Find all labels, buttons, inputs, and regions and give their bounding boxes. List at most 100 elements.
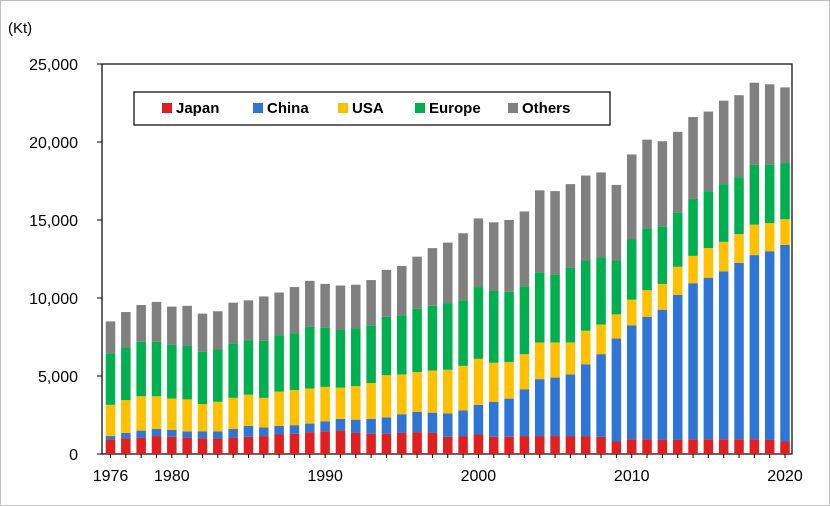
bar-japan-2013 xyxy=(672,439,683,454)
bar-china-2001 xyxy=(489,401,499,437)
bar-china-2018 xyxy=(749,255,760,440)
bar-europe-2012 xyxy=(657,226,668,284)
bar-japan-2007 xyxy=(580,436,591,454)
bar-japan-1981 xyxy=(182,437,192,454)
bar-usa-2005 xyxy=(550,342,560,378)
bar-japan-1990 xyxy=(320,431,330,454)
bar-china-2011 xyxy=(642,316,652,440)
bar-others-2015 xyxy=(703,111,714,192)
bar-china-1993 xyxy=(366,418,376,434)
bar-china-1988 xyxy=(289,425,300,434)
bar-japan-1997 xyxy=(427,432,438,454)
bar-europe-1990 xyxy=(320,327,330,387)
bar-others-2002 xyxy=(504,220,514,292)
bar-usa-2016 xyxy=(718,241,729,272)
bar-china-1980 xyxy=(167,429,177,437)
bar-usa-1988 xyxy=(289,390,300,426)
bar-europe-2010 xyxy=(626,239,637,300)
bar-others-1993 xyxy=(366,280,376,326)
bar-japan-1989 xyxy=(305,432,315,454)
bar-japan-2018 xyxy=(749,439,760,454)
bar-china-2010 xyxy=(626,325,637,440)
bar-others-1996 xyxy=(412,256,422,309)
bar-europe-1977 xyxy=(121,347,131,401)
bar-others-1995 xyxy=(397,266,407,316)
bar-usa-1976 xyxy=(105,404,116,437)
bar-usa-1977 xyxy=(121,400,131,433)
bar-europe-1989 xyxy=(305,326,315,389)
bar-others-1988 xyxy=(289,287,300,334)
bar-usa-1995 xyxy=(397,374,407,415)
bar-usa-1984 xyxy=(228,397,238,430)
bar-usa-2017 xyxy=(734,234,744,263)
bar-china-1984 xyxy=(228,429,238,438)
bar-usa-1982 xyxy=(197,404,208,432)
bar-china-1981 xyxy=(182,431,192,438)
bar-china-2020 xyxy=(780,244,790,442)
bar-europe-2006 xyxy=(565,267,576,343)
bar-japan-1984 xyxy=(228,437,238,454)
bar-japan-2015 xyxy=(703,439,714,454)
bar-japan-1977 xyxy=(121,438,131,454)
legend-swatch-china xyxy=(253,103,263,113)
bar-usa-2015 xyxy=(703,248,714,278)
bar-others-2011 xyxy=(642,139,652,229)
bar-japan-1996 xyxy=(412,432,422,454)
bar-usa-2004 xyxy=(534,342,545,380)
bar-usa-2013 xyxy=(672,266,683,295)
bar-usa-2008 xyxy=(596,324,606,355)
bar-others-2009 xyxy=(611,184,622,261)
legend-swatch-europe xyxy=(415,103,425,113)
bar-europe-1994 xyxy=(381,316,392,376)
y-tick-label: 20,000 xyxy=(29,135,78,152)
legend-label-others: Others xyxy=(522,100,570,117)
bar-others-2019 xyxy=(764,84,775,165)
bar-others-1989 xyxy=(305,280,315,327)
bar-usa-1989 xyxy=(305,388,315,424)
bar-others-2012 xyxy=(657,141,668,227)
legend-swatch-others xyxy=(508,103,518,113)
bar-china-2013 xyxy=(672,294,683,440)
bar-europe-2004 xyxy=(534,272,545,343)
bar-others-2000 xyxy=(473,218,484,288)
bar-europe-1996 xyxy=(412,308,422,373)
bar-japan-2012 xyxy=(657,439,668,454)
bar-others-1991 xyxy=(335,285,346,330)
bar-china-2005 xyxy=(550,377,560,437)
x-tick-label: 2020 xyxy=(767,468,803,485)
bar-usa-1991 xyxy=(335,387,346,419)
bar-japan-1999 xyxy=(458,436,468,454)
bar-china-1992 xyxy=(351,419,361,433)
bar-japan-2000 xyxy=(473,434,484,454)
bar-china-1997 xyxy=(427,412,438,433)
bar-usa-2007 xyxy=(580,330,591,365)
bar-europe-2015 xyxy=(703,191,714,249)
bar-japan-1998 xyxy=(443,436,453,454)
bar-europe-1979 xyxy=(151,341,162,397)
legend-label-usa: USA xyxy=(352,100,384,117)
bar-usa-2001 xyxy=(489,362,499,402)
bars-group xyxy=(105,82,790,454)
bar-japan-2001 xyxy=(489,436,499,454)
bar-europe-2000 xyxy=(473,287,484,359)
bar-europe-1999 xyxy=(458,300,468,366)
bar-japan-1986 xyxy=(259,436,269,454)
bar-europe-2018 xyxy=(749,164,760,225)
bar-usa-1997 xyxy=(427,370,438,413)
bar-usa-2002 xyxy=(504,361,514,399)
bar-japan-2010 xyxy=(626,439,637,454)
bar-europe-1993 xyxy=(366,325,376,384)
x-tick-label: 1976 xyxy=(93,468,129,485)
bar-china-2017 xyxy=(734,262,744,440)
bar-others-1994 xyxy=(381,269,392,317)
bar-europe-1987 xyxy=(274,335,284,392)
bar-china-1985 xyxy=(243,425,254,437)
bar-china-2006 xyxy=(565,374,576,437)
bar-china-2019 xyxy=(764,251,775,440)
bar-europe-2016 xyxy=(718,184,729,242)
bar-europe-2002 xyxy=(504,291,514,362)
y-tick-label: 25,000 xyxy=(29,57,78,74)
y-tick-label: 0 xyxy=(69,447,78,464)
x-tick-label: 2000 xyxy=(461,468,497,485)
bar-others-1986 xyxy=(259,296,269,341)
